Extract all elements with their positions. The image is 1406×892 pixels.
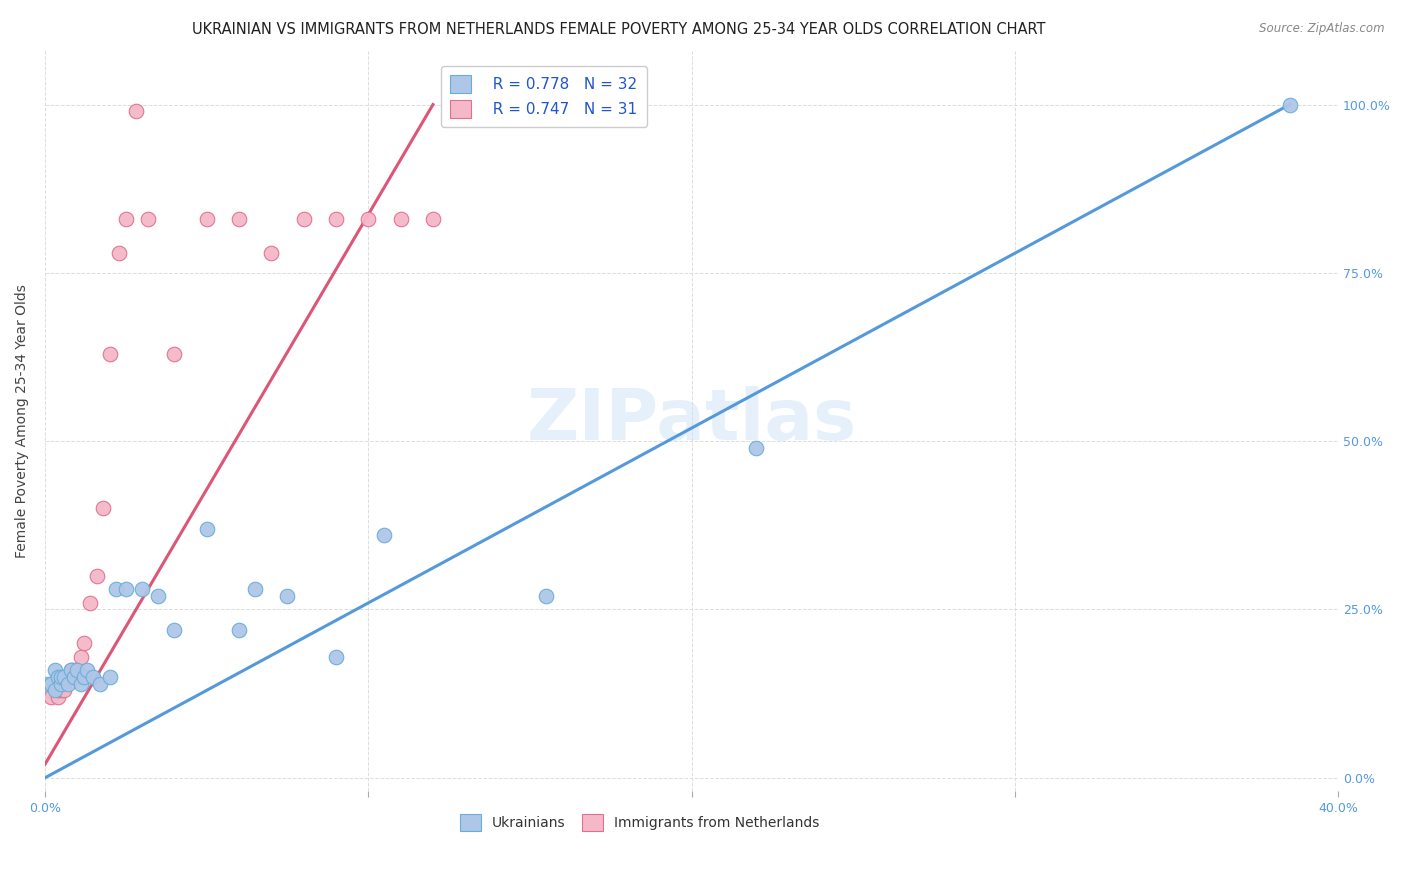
Point (1278, 97, 1301, 112)
Point (44, 676, 66, 690)
Point (146, 589, 169, 603)
Point (46, 683, 69, 698)
Point (114, 582, 136, 597)
Point (389, 212, 412, 227)
Point (69, 676, 91, 690)
Point (292, 212, 315, 227)
Point (228, 212, 250, 227)
Point (276, 589, 298, 603)
Point (59, 663, 82, 677)
Point (49, 670, 72, 684)
Point (260, 245, 283, 260)
Point (49, 676, 72, 690)
Point (76, 663, 98, 677)
Point (44, 683, 66, 698)
Point (69, 649, 91, 664)
Text: Source: ZipAtlas.com: Source: ZipAtlas.com (1260, 22, 1385, 36)
Point (41, 690, 63, 704)
Point (163, 623, 186, 637)
Point (138, 212, 160, 227)
Point (63, 663, 86, 677)
Point (37, 676, 59, 690)
Point (53, 676, 76, 690)
Point (98, 670, 121, 684)
Point (49, 683, 72, 698)
Point (46, 670, 69, 684)
Point (108, 245, 131, 260)
Point (325, 212, 347, 227)
Point (53, 683, 76, 698)
Point (745, 441, 768, 455)
Point (56, 676, 79, 690)
Point (422, 212, 444, 227)
Point (357, 212, 380, 227)
Point (131, 582, 153, 597)
Y-axis label: Female Poverty Among 25-34 Year Olds: Female Poverty Among 25-34 Year Olds (15, 284, 30, 558)
Point (91, 501, 114, 516)
Point (82, 670, 104, 684)
Point (195, 522, 218, 536)
Point (73, 670, 96, 684)
Point (89, 676, 111, 690)
Point (37, 683, 59, 698)
Legend: Ukrainians, Immigrants from Netherlands: Ukrainians, Immigrants from Netherlands (454, 808, 825, 836)
Text: UKRAINIAN VS IMMIGRANTS FROM NETHERLANDS FEMALE POVERTY AMONG 25-34 YEAR OLDS CO: UKRAINIAN VS IMMIGRANTS FROM NETHERLANDS… (191, 22, 1046, 37)
Point (63, 670, 86, 684)
Text: ZIPatlas: ZIPatlas (527, 386, 856, 456)
Point (44, 663, 66, 677)
Point (53, 670, 76, 684)
Point (73, 636, 96, 650)
Point (41, 676, 63, 690)
Point (59, 663, 82, 677)
Point (243, 582, 266, 597)
Point (56, 670, 79, 684)
Point (163, 346, 186, 360)
Point (79, 596, 101, 610)
Point (228, 623, 250, 637)
Point (114, 212, 136, 227)
Point (66, 663, 89, 677)
Point (124, 104, 146, 119)
Point (534, 589, 557, 603)
Point (46, 690, 69, 704)
Point (66, 670, 89, 684)
Point (98, 346, 121, 360)
Point (86, 569, 108, 583)
Point (195, 212, 218, 227)
Point (105, 582, 128, 597)
Point (325, 649, 347, 664)
Point (373, 528, 395, 542)
